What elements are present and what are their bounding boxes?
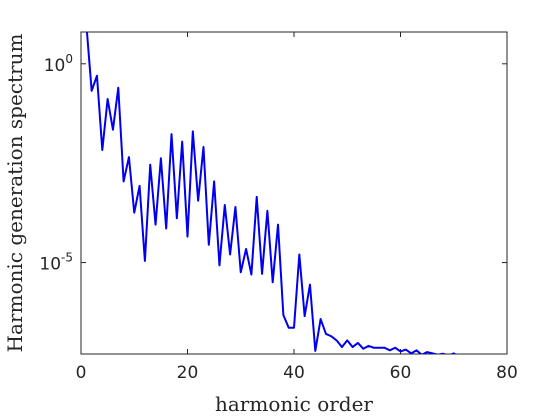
y-axis-ticks: 100 10-5: [39, 52, 507, 275]
series-line: [85, 32, 466, 354]
x-tick-label-1: 20: [177, 363, 199, 383]
y-tick-label-0: 100: [44, 52, 73, 76]
x-tick-label-3: 60: [390, 363, 412, 383]
y-axis-label: Harmonic generation spectrum: [3, 34, 27, 353]
x-tick-label-0: 0: [76, 363, 87, 383]
x-axis-ticks: 0 20 40 60 80: [76, 32, 518, 383]
plot-frame: [80, 31, 508, 355]
x-axis-label: harmonic order: [215, 392, 373, 416]
x-tick-label-4: 80: [496, 363, 518, 383]
plot-area: 0 20 40 60 80 100 10-5: [39, 31, 518, 383]
y-tick-label-1: 10-5: [39, 251, 73, 275]
x-tick-label-2: 40: [283, 363, 305, 383]
